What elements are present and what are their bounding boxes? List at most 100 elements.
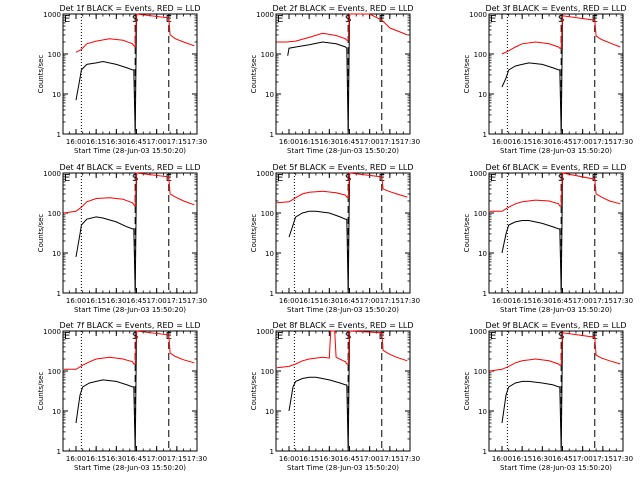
x-axis-label: Start Time (28-Jun-03 15:50:20) [500, 306, 612, 314]
y-axis-label: Counts/sec [37, 214, 45, 253]
x-tick-label: 16:00 [492, 297, 512, 305]
x-tick-label: 17:15 [167, 297, 187, 305]
time-marker-label: S [132, 14, 138, 25]
y-axis-label: Counts/sec [463, 55, 471, 94]
x-tick-label: 17:00 [360, 138, 380, 146]
x-tick-label: 17:15 [380, 138, 400, 146]
x-axis-label: Start Time (28-Jun-03 15:50:20) [74, 306, 186, 314]
panel-title: Det 9f BLACK = Events, RED = LLD [485, 321, 626, 330]
series-line-lld [63, 330, 195, 370]
series-line-events [75, 334, 137, 452]
x-tick-label: 16:30 [106, 455, 126, 463]
x-tick-label: 17:15 [593, 455, 613, 463]
y-tick-label: 1 [57, 290, 61, 298]
time-marker-label: E [592, 331, 598, 342]
x-axis-label: Start Time (28-Jun-03 15:50:20) [287, 464, 399, 472]
x-tick-label: 17:30 [187, 297, 207, 305]
series-line-events [288, 176, 350, 294]
y-tick-label: 100 [261, 210, 274, 218]
y-tick-label: 1 [483, 290, 487, 298]
x-tick-label: 17:30 [613, 138, 633, 146]
series-line-lld [489, 172, 621, 212]
panel-7: Det 7f BLACK = Events, RED = LLD 1 10 100 10… [37, 321, 207, 472]
y-axis-label: Counts/sec [250, 214, 258, 253]
panel-title: Det 3f BLACK = Events, RED = LLD [485, 4, 626, 13]
x-tick-label: 17:30 [187, 455, 207, 463]
y-tick-label: 1000 [43, 11, 61, 19]
start-marker-label: E [277, 173, 283, 184]
x-axis-label: Start Time (28-Jun-03 15:50:20) [74, 464, 186, 472]
x-tick-label: 16:30 [106, 138, 126, 146]
y-tick-label: 1 [483, 131, 487, 139]
start-marker-label: E [490, 331, 496, 342]
x-tick-label: 17:30 [187, 138, 207, 146]
y-tick-label: 100 [474, 51, 487, 59]
time-marker-label: S [345, 14, 351, 25]
plot-frame [275, 172, 411, 294]
series-line-lld [276, 172, 408, 204]
series-line-events [75, 176, 137, 294]
x-tick-label: 16:00 [492, 138, 512, 146]
plot-frame [275, 13, 411, 135]
x-axis-label: Start Time (28-Jun-03 15:50:20) [287, 147, 399, 155]
y-tick-label: 100 [48, 368, 61, 376]
x-tick-label: 17:30 [613, 455, 633, 463]
x-tick-label: 17:15 [380, 297, 400, 305]
y-tick-label: 1000 [469, 11, 487, 19]
y-tick-label: 10 [265, 408, 274, 416]
plot-frame [275, 330, 411, 452]
panel-title: Det 6f BLACK = Events, RED = LLD [485, 163, 626, 172]
series-line-events [75, 17, 137, 135]
y-tick-label: 100 [474, 210, 487, 218]
x-tick-label: 16:30 [106, 297, 126, 305]
x-axis-label: Start Time (28-Jun-03 15:50:20) [500, 464, 612, 472]
time-marker-label: E [592, 14, 598, 25]
x-tick-label: 16:15 [86, 297, 106, 305]
x-tick-label: 16:45 [339, 138, 359, 146]
y-tick-label: 10 [52, 250, 61, 258]
series-line-lld [63, 172, 195, 214]
y-tick-label: 100 [48, 51, 61, 59]
x-tick-label: 17:15 [167, 138, 187, 146]
start-marker-label: E [277, 331, 283, 342]
time-marker-label: S [558, 331, 564, 342]
panel-title: Det 4f BLACK = Events, RED = LLD [59, 163, 200, 172]
series-line-events [501, 337, 563, 452]
series-line-lld [75, 13, 195, 53]
x-tick-label: 16:00 [279, 455, 299, 463]
y-tick-label: 100 [261, 368, 274, 376]
x-tick-label: 16:00 [492, 455, 512, 463]
plot-frame [62, 330, 198, 452]
x-tick-label: 17:00 [360, 455, 380, 463]
start-marker-label: E [64, 173, 70, 184]
time-marker-label: S [345, 331, 351, 342]
y-tick-label: 100 [261, 51, 274, 59]
x-tick-label: 16:30 [319, 297, 339, 305]
y-axis-label: Counts/sec [463, 372, 471, 411]
x-tick-label: 16:30 [319, 455, 339, 463]
series-line-events [501, 20, 563, 135]
panel-6: Det 6f BLACK = Events, RED = LLD 1 10 100 10… [463, 163, 633, 314]
x-tick-label: 16:45 [339, 455, 359, 463]
y-axis-label: Counts/sec [463, 214, 471, 253]
start-marker-label: E [64, 14, 70, 25]
x-tick-label: 17:00 [147, 455, 167, 463]
y-tick-label: 10 [265, 91, 274, 99]
x-tick-label: 16:45 [552, 455, 572, 463]
x-tick-label: 16:00 [279, 297, 299, 305]
y-tick-label: 1 [57, 131, 61, 139]
x-tick-label: 16:45 [552, 138, 572, 146]
y-tick-label: 10 [478, 408, 487, 416]
x-tick-label: 16:00 [66, 138, 86, 146]
x-tick-label: 16:45 [339, 297, 359, 305]
y-tick-label: 100 [48, 210, 61, 218]
y-tick-label: 10 [52, 91, 61, 99]
y-tick-label: 1000 [43, 170, 61, 178]
x-tick-label: 16:00 [279, 138, 299, 146]
y-tick-label: 1 [270, 131, 274, 139]
x-tick-label: 16:45 [126, 138, 146, 146]
panel-5: Det 5f BLACK = Events, RED = LLD 1 10 100 10… [250, 163, 420, 314]
y-tick-label: 10 [265, 250, 274, 258]
x-tick-label: 16:45 [552, 297, 572, 305]
